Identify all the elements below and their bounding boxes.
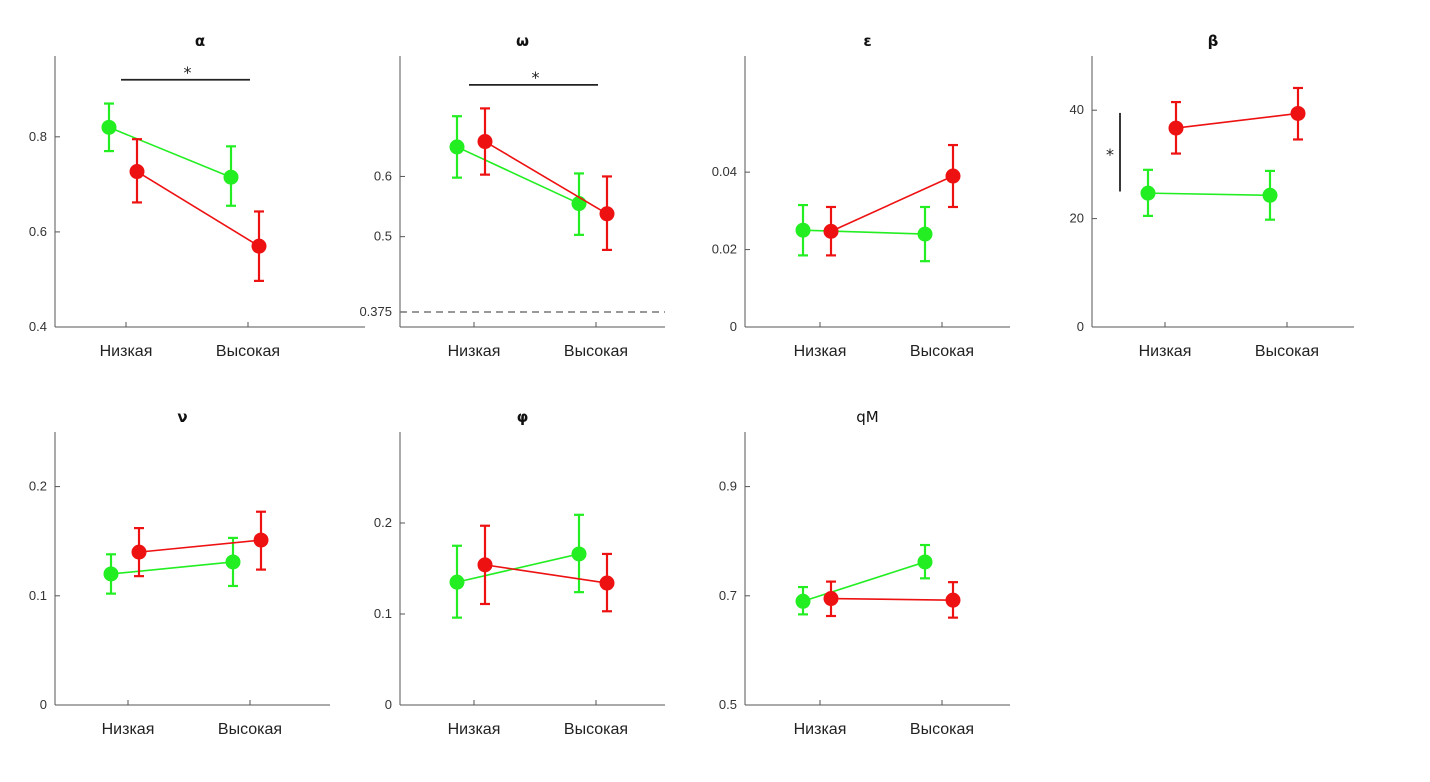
series-line-green [110,561,234,575]
data-point-green [449,574,465,590]
x-tick-label: Низкая [102,721,155,738]
y-tick-label: 0.9 [719,479,737,494]
data-point-red [129,164,145,180]
data-point-green [571,196,587,212]
y-tick-label: 0.8 [29,129,47,144]
series-line-green [802,561,926,603]
panel-title: ω [516,32,529,50]
y-tick-label: 0.04 [712,164,737,179]
significance-star: * [184,63,192,82]
y-tick-label: 0.6 [374,168,392,183]
data-point-red [131,544,147,560]
panel-4: β 0 20 40 Низкая Высокая * [1070,32,1354,360]
y-tick-label: 0.5 [374,229,392,244]
x-tick-label: Низкая [448,721,501,738]
data-point-green [1140,185,1156,201]
y-tick-label: 0 [40,697,47,712]
data-point-green [449,139,465,155]
data-point-green [225,554,241,570]
series-line-green [456,553,580,583]
x-tick-label: Высокая [564,721,628,738]
y-tick-label: 0 [730,319,737,334]
y-tick-label: 0 [1077,319,1084,334]
data-point-green [571,546,587,562]
panel-title: φ [517,408,529,426]
series-line-red [484,140,608,215]
x-tick-label: Высокая [910,721,974,738]
data-point-red [945,168,961,184]
data-point-red [823,223,839,239]
series-line-red [138,539,262,553]
x-tick-label: Низкая [794,343,847,360]
y-tick-label: 0.7 [719,588,737,603]
data-point-green [795,593,811,609]
series-line-red [1175,112,1299,129]
panel-title: ν [177,408,187,426]
series-line-red [484,564,608,584]
series-line-red [830,175,954,233]
y-tick-label: 0.1 [374,606,392,621]
data-point-red [1290,105,1306,121]
series-line-red [136,170,260,247]
x-tick-label: Высокая [564,343,628,360]
y-tick-label: 0.2 [374,515,392,530]
y-tick-label: 0.6 [29,224,47,239]
data-point-red [1168,120,1184,136]
y-tick-label: 20 [1070,211,1084,226]
panel-title: qM [856,408,878,426]
panel-2: ω 0.375 0.5 0.6 Низкая Высокая * [359,32,665,360]
data-point-red [251,238,267,254]
data-point-red [599,575,615,591]
x-tick-label: Низкая [100,343,153,360]
x-tick-label: Высокая [1255,343,1319,360]
panel-title: β [1208,32,1219,50]
y-tick-label: 0.2 [29,479,47,494]
x-tick-label: Низкая [794,721,847,738]
panel-title: α [195,32,205,50]
x-tick-label: Высокая [216,343,280,360]
data-point-red [599,206,615,222]
y-tick-label: 0 [385,697,392,712]
series-line-green [456,146,580,205]
y-tick-label: 0.02 [712,242,737,257]
data-point-green [223,169,239,185]
panel-7: qM 0.5 0.7 0.9 Низкая Высокая [719,408,1010,738]
data-point-green [795,222,811,238]
x-tick-label: Высокая [910,343,974,360]
data-point-red [823,591,839,607]
significance-star: * [532,68,540,87]
panel-title: ε [863,32,871,50]
series-line-green [108,126,232,178]
data-point-green [917,554,933,570]
data-point-red [477,134,493,150]
x-tick-label: Низкая [1139,343,1192,360]
y-tick-label: 0.4 [29,319,47,334]
panel-3: ε 0 0.02 0.04 Низкая Высокая [712,32,1010,360]
series-line-green [1147,192,1271,197]
data-point-green [103,566,119,582]
series-line-red [830,597,954,601]
x-tick-label: Низкая [448,343,501,360]
panel-6: φ 0 0.1 0.2 Низкая Высокая [374,408,665,738]
data-point-red [253,532,269,548]
data-point-red [477,557,493,573]
y-tick-label: 40 [1070,102,1084,117]
panel-1: α 0.4 0.6 0.8 Низкая Высокая * [29,32,365,360]
y-tick-label: 0.1 [29,588,47,603]
y-tick-label: 0.375 [359,304,392,319]
data-point-green [1262,187,1278,203]
panel-5: ν 0 0.1 0.2 Низкая Высокая [29,408,330,738]
x-tick-label: Высокая [218,721,282,738]
series-line-green [802,229,926,235]
data-point-green [917,226,933,242]
y-tick-label: 0.5 [719,697,737,712]
data-point-green [101,119,117,135]
significance-star: * [1106,145,1114,164]
data-point-red [945,592,961,608]
